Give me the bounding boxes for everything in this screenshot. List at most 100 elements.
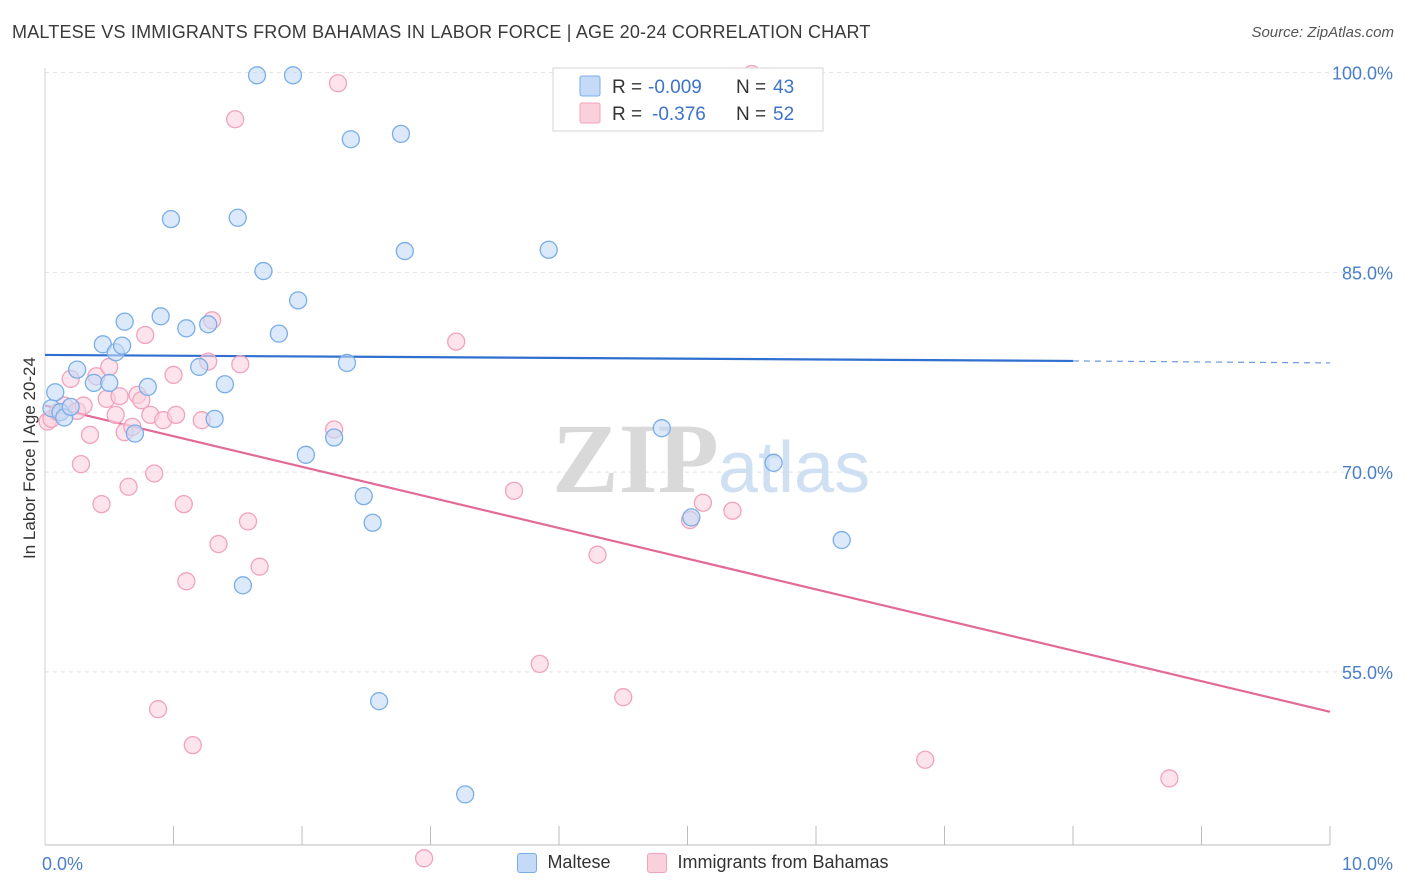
point-bahamas-43 [530, 654, 549, 674]
legend-item-maltese[interactable]: Maltese [517, 852, 610, 873]
point-bahamas-50 [1160, 769, 1179, 788]
stats-n-value-maltese: 43 [773, 77, 794, 98]
point-bahamas-28 [177, 572, 196, 591]
point-bahamas-37 [250, 557, 269, 576]
point-maltese-39 [652, 419, 671, 438]
point-bahamas-49 [916, 750, 935, 769]
point-maltese-21 [228, 208, 247, 227]
point-bahamas-6 [71, 454, 91, 474]
point-maltese-34 [369, 692, 389, 711]
watermark: ZIP atlas [552, 403, 870, 514]
legend-swatch-bahamas [647, 852, 668, 873]
point-maltese-10 [112, 336, 132, 355]
point-bahamas-34 [226, 110, 245, 129]
point-maltese-17 [190, 357, 209, 377]
point-maltese-4 [61, 397, 80, 417]
point-bahamas-16 [119, 477, 138, 496]
stats-r-label-maltese: R = [612, 77, 642, 98]
point-maltese-29 [324, 428, 344, 447]
point-bahamas-45 [614, 688, 633, 707]
point-maltese-6 [84, 373, 103, 393]
point-maltese-26 [283, 66, 303, 85]
axis-layer: 100.0% 85.0% 70.0% 55.0% 0.0% 10.0% [42, 64, 1393, 874]
point-maltese-20 [215, 375, 235, 394]
point-maltese-15 [161, 209, 181, 229]
source-label: Source: ZipAtlas.com [1251, 24, 1394, 41]
point-maltese-36 [395, 241, 414, 261]
y-tick-label-0: 100.0% [1332, 64, 1393, 84]
point-maltese-40 [682, 508, 701, 527]
legend-item-bahamas[interactable]: Immigrants from Bahamas [647, 852, 889, 873]
point-maltese-31 [341, 130, 360, 149]
point-maltese-22 [233, 576, 253, 595]
point-maltese-12 [125, 424, 145, 443]
point-bahamas-44 [588, 545, 607, 564]
legend-swatch-maltese [517, 852, 538, 873]
y-tick-label-2: 70.0% [1342, 463, 1393, 483]
point-bahamas-42 [504, 481, 524, 500]
point-bahamas-35 [231, 355, 250, 374]
trend-line-bahamas [44, 404, 1331, 713]
legend-label-bahamas: Immigrants from Bahamas [677, 852, 889, 872]
point-maltese-42 [832, 530, 851, 550]
stats-r-value-maltese: -0.009 [648, 77, 702, 98]
point-bahamas-29 [183, 735, 202, 755]
point-bahamas-20 [136, 325, 155, 345]
watermark-zip: ZIP [552, 403, 719, 514]
point-bahamas-10 [92, 494, 111, 514]
point-maltese-38 [539, 240, 558, 259]
stats-r-value-bahamas: -0.376 [652, 104, 706, 125]
point-bahamas-39 [328, 74, 348, 93]
stats-n-label-bahamas: N = [736, 104, 766, 125]
point-maltese-33 [363, 513, 382, 532]
point-maltese-41 [764, 453, 783, 472]
point-maltese-23 [247, 66, 267, 85]
point-maltese-16 [177, 319, 196, 338]
y-axis-title: In Labor Force | Age 20-24 [20, 357, 39, 559]
point-maltese-37 [456, 785, 475, 804]
trend-lines [44, 353, 1331, 713]
point-bahamas-26 [166, 405, 186, 425]
point-maltese-11 [115, 312, 134, 331]
stats-n-value-bahamas: 52 [773, 104, 794, 125]
bottom-legend: Maltese Immigrants from Bahamas [0, 852, 1406, 878]
x-tick-label-1: 10.0% [1342, 854, 1393, 874]
point-maltese-27 [288, 291, 308, 310]
point-bahamas-23 [148, 700, 168, 719]
point-maltese-5 [67, 360, 87, 379]
point-bahamas-36 [238, 512, 258, 531]
point-bahamas-13 [106, 405, 125, 425]
point-bahamas-33 [209, 534, 228, 554]
point-maltese-25 [269, 324, 289, 343]
y-tick-label-1: 85.0% [1342, 263, 1393, 283]
point-bahamas-40 [414, 849, 434, 868]
point-maltese-32 [354, 486, 373, 506]
point-bahamas-25 [164, 365, 183, 385]
trend-line-maltese [44, 353, 1074, 363]
point-bahamas-41 [447, 332, 466, 351]
watermark-atlas: atlas [718, 428, 870, 508]
point-maltese-19 [205, 409, 224, 429]
trend-line-extension-maltese [1072, 360, 1331, 364]
point-maltese-8 [100, 373, 119, 393]
point-bahamas-47 [693, 493, 713, 512]
point-bahamas-51 [723, 501, 742, 520]
point-bahamas-8 [80, 425, 100, 444]
stats-legend: R = -0.009 N = 43 R = -0.376 N = 52 [552, 67, 824, 132]
point-maltese-1 [46, 383, 65, 402]
point-maltese-18 [199, 315, 218, 334]
stats-swatch-maltese [579, 75, 601, 97]
y-tick-label-3: 55.0% [1342, 663, 1393, 683]
point-maltese-13 [138, 377, 157, 397]
point-maltese-28 [296, 445, 316, 464]
stats-n-label-maltese: N = [736, 77, 766, 98]
legend-label-maltese: Maltese [547, 852, 611, 872]
point-maltese-14 [151, 307, 170, 326]
point-bahamas-27 [174, 494, 193, 514]
stats-swatch-bahamas [579, 102, 601, 124]
stats-r-label-bahamas: R = [612, 104, 642, 125]
chart-title: MALTESE VS IMMIGRANTS FROM BAHAMAS IN LA… [12, 22, 871, 42]
point-bahamas-14 [110, 387, 129, 406]
x-tick-label-0: 0.0% [42, 854, 83, 874]
